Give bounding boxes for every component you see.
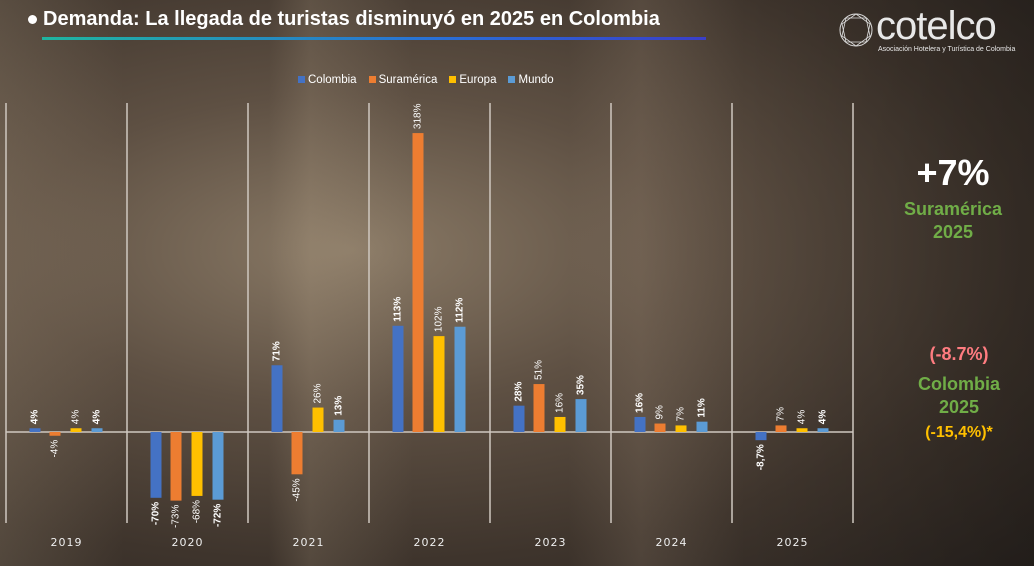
bar-colombia-2021 — [271, 365, 283, 432]
x-tick-label: 2025 — [777, 536, 809, 549]
x-tick-label: 2020 — [172, 536, 204, 549]
data-label: 16% — [555, 393, 566, 413]
x-tick-label: 2023 — [535, 536, 567, 549]
data-label: 102% — [434, 306, 445, 332]
colombia-year: 2025 — [938, 397, 980, 417]
data-label: 35% — [576, 375, 587, 395]
suramerica-year: 2025 — [932, 222, 974, 242]
bar-mundo-2019 — [91, 428, 103, 432]
bar-suramérica-2019 — [49, 432, 61, 436]
bar-mundo-2020 — [212, 432, 224, 500]
x-tick-label: 2019 — [51, 536, 83, 549]
data-label: 4% — [818, 410, 829, 425]
x-tick-label: 2021 — [293, 536, 325, 549]
bar-europa-2024 — [675, 425, 687, 432]
data-label: 4% — [92, 410, 103, 425]
data-label: 9% — [655, 405, 666, 420]
title-underline — [42, 37, 706, 40]
data-label: -73% — [171, 505, 182, 528]
data-label: 113% — [393, 297, 404, 322]
suramerica-label: Suramérica — [903, 199, 1003, 219]
data-label: 4% — [71, 410, 82, 425]
bar-suramérica-2022 — [412, 133, 424, 432]
x-tick-label: 2022 — [414, 536, 446, 549]
diamond-logo-icon — [839, 13, 873, 47]
data-label: 28% — [514, 382, 525, 402]
bar-mundo-2025 — [817, 428, 829, 432]
data-label: 26% — [313, 383, 324, 403]
data-label: -45% — [292, 478, 303, 501]
colombia-label: Colombia — [917, 374, 1000, 394]
logo-tagline: Asociación Hotelera y Turística de Colom… — [878, 46, 1016, 53]
bar-colombia-2019 — [29, 428, 41, 432]
bar-mundo-2024 — [696, 421, 708, 432]
title-text: Demanda: La llegada de turistas disminuy… — [43, 8, 660, 30]
bar-mundo-2021 — [333, 419, 345, 432]
bar-europa-2023 — [554, 416, 566, 432]
bar-colombia-2025 — [755, 432, 767, 441]
bar-mundo-2023 — [575, 399, 587, 432]
colombia-value: (-8.7%) — [929, 344, 989, 364]
bar-colombia-2020 — [150, 432, 162, 498]
bar-suramérica-2023 — [533, 384, 545, 432]
legend-item-europa: Europa — [449, 74, 496, 86]
legend-item-suramérica: Suramérica — [368, 74, 437, 86]
data-label: 4% — [30, 410, 41, 425]
data-label: 318% — [413, 103, 424, 129]
bar-colombia-2022 — [392, 325, 404, 432]
legend-item-mundo: Mundo — [508, 74, 554, 86]
bullet-icon — [28, 15, 37, 24]
bar-suramérica-2024 — [654, 423, 666, 432]
data-label: 16% — [635, 393, 646, 413]
bar-suramérica-2020 — [170, 432, 182, 501]
data-label: 112% — [455, 298, 466, 323]
bar-suramérica-2025 — [775, 425, 787, 432]
data-label: -8,7% — [756, 444, 767, 470]
data-label: 4% — [797, 410, 808, 425]
chart-legend: Colombia Suramérica Europa Mundo — [298, 74, 554, 86]
bar-europa-2021 — [312, 407, 324, 432]
data-label: 51% — [534, 360, 545, 380]
bar-europa-2025 — [796, 428, 808, 432]
data-label: -72% — [213, 504, 224, 527]
data-label: 7% — [776, 407, 787, 422]
bar-colombia-2024 — [634, 416, 646, 432]
data-label: 71% — [272, 341, 283, 361]
bar-europa-2022 — [433, 336, 445, 432]
bar-suramérica-2021 — [291, 432, 303, 475]
bar-mundo-2022 — [454, 326, 466, 432]
suramerica-value: +7% — [916, 152, 990, 193]
data-label: -68% — [192, 500, 203, 523]
bar-europa-2019 — [70, 428, 82, 432]
logo-wordmark: cotelco — [876, 4, 997, 48]
legend-item-colombia: Colombia — [298, 74, 357, 86]
data-label: 7% — [676, 407, 687, 422]
data-label: 11% — [697, 398, 708, 418]
x-tick-label: 2024 — [656, 536, 688, 549]
page-title: Demanda: La llegada de turistas disminuy… — [28, 8, 660, 31]
data-label: 13% — [334, 396, 345, 416]
data-label: -70% — [151, 502, 162, 525]
bar-colombia-2023 — [513, 405, 525, 432]
colombia-alt-value: (-15,4%)* — [925, 424, 993, 441]
data-label: -4% — [50, 440, 61, 458]
bar-europa-2020 — [191, 432, 203, 496]
